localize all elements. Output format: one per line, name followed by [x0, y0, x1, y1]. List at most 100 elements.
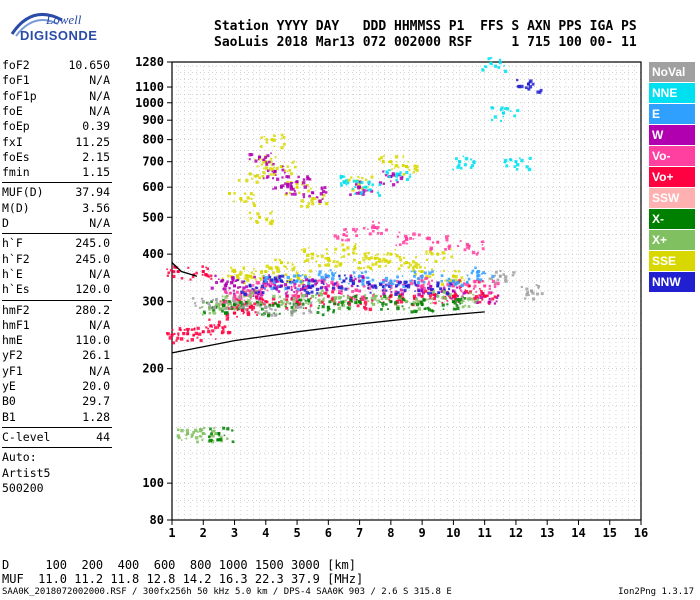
- echo-pixel-e: [431, 270, 434, 273]
- echo-pixel-vominus: [363, 297, 367, 301]
- echo-pixel-nne: [472, 160, 476, 164]
- echo-pixel-noval: [499, 269, 502, 273]
- echo-pixel-w: [266, 283, 269, 286]
- data-point-xminus: [389, 300, 393, 304]
- echo-pixel-w: [280, 184, 282, 187]
- echo-pixel-w: [325, 275, 328, 279]
- echo-pixel-vominus: [412, 238, 415, 240]
- echo-pixel-xminus: [328, 300, 332, 304]
- data-point-w: [233, 284, 237, 288]
- param-row: h`Es 120.0: [2, 282, 110, 297]
- data-point-xminus: [326, 305, 330, 309]
- echo-pixel-voplus: [479, 287, 481, 290]
- data-point-nnw: [405, 284, 408, 288]
- echo-pixel-xplus: [414, 301, 417, 305]
- echo-pixel-sse: [406, 166, 410, 169]
- echo-pixel-sse: [275, 277, 280, 281]
- echo-pixel-sse: [253, 194, 255, 196]
- echo-pixel-vominus: [444, 247, 447, 251]
- echo-pixel-sse: [272, 172, 277, 177]
- echo-pixel-xplus: [190, 435, 193, 438]
- echo-pixel-voplus: [166, 274, 169, 277]
- echo-pixel-nnw: [315, 287, 320, 292]
- echo-pixel-w: [310, 191, 313, 194]
- param-name: h`F2: [2, 251, 30, 266]
- echo-pixel-voplus: [309, 304, 313, 307]
- echo-pixel-noval: [494, 270, 498, 274]
- echo-pixel-noval: [233, 306, 237, 309]
- echo-pixel-w: [219, 280, 222, 283]
- x-tick-label: 15: [603, 526, 617, 540]
- echo-pixel-xplus: [217, 302, 221, 306]
- echo-pixel-xminus: [359, 302, 361, 305]
- echo-pixel-sse: [236, 274, 240, 279]
- echo-pixel-voplus: [220, 331, 224, 335]
- echo-pixel-nne: [405, 170, 409, 175]
- echo-pixel-sse: [296, 187, 299, 189]
- echo-pixel-voplus: [324, 291, 328, 295]
- echo-pixel-sse: [416, 267, 418, 269]
- echo-pixel-w: [270, 152, 272, 155]
- echo-pixel-e: [448, 285, 451, 288]
- echo-pixel-nnw: [274, 277, 278, 281]
- echo-pixel-vominus: [249, 291, 252, 294]
- echo-pixel-voplus: [166, 332, 169, 335]
- echo-pixel-vominus: [221, 302, 225, 305]
- echo-pixel-nnw: [251, 287, 254, 290]
- echo-pixel-xminus: [396, 306, 400, 311]
- echo-pixel-sse: [270, 219, 275, 223]
- echo-pixel-xminus: [427, 308, 431, 312]
- echo-pixel-xplus: [342, 294, 345, 298]
- echo-pixel-w: [488, 297, 491, 301]
- echo-pixel-xminus: [381, 302, 385, 306]
- echo-pixel-xminus: [410, 310, 414, 314]
- echo-pixel-w: [477, 296, 480, 300]
- echo-pixel-w: [370, 189, 374, 193]
- echo-pixel-sse: [318, 202, 322, 205]
- echo-pixel-xplus: [210, 429, 214, 433]
- echo-pixel-xminus: [237, 307, 241, 311]
- echo-pixel-xplus: [314, 296, 317, 299]
- echo-pixel-sse: [364, 254, 368, 259]
- echo-pixel-sse: [301, 183, 304, 186]
- echo-pixel-sse: [358, 182, 361, 186]
- echo-pixel-w: [293, 192, 297, 196]
- echo-pixel-nnw: [369, 291, 372, 294]
- echo-pixel-voplus: [198, 332, 202, 336]
- echo-pixel-sse: [442, 258, 444, 260]
- echo-pixel-nne: [368, 183, 371, 186]
- echo-pixel-e: [292, 274, 297, 278]
- echo-pixel-nne: [499, 58, 502, 61]
- echo-pixel-voplus: [237, 299, 241, 303]
- echo-pixel-sse: [419, 270, 422, 273]
- echo-pixel-e: [286, 275, 290, 280]
- echo-pixel-noval: [299, 305, 303, 309]
- echo-pixel-voplus: [230, 306, 234, 310]
- echo-pixel-sse: [290, 278, 293, 281]
- echo-pixel-noval: [225, 301, 229, 305]
- echo-pixel-xplus: [221, 295, 224, 298]
- echo-pixel-vominus: [293, 284, 296, 288]
- echo-pixel-w: [358, 191, 362, 195]
- echo-pixel-sse: [395, 160, 398, 163]
- echo-pixel-sse: [418, 265, 422, 269]
- echo-pixel-nnw: [243, 280, 246, 283]
- echo-pixel-w: [293, 291, 296, 293]
- echo-pixel-vominus: [472, 287, 476, 290]
- echo-pixel-noval: [207, 302, 211, 305]
- echo-pixel-w: [323, 186, 327, 190]
- echo-pixel-xplus: [224, 295, 228, 299]
- echo-pixel-voplus: [320, 301, 323, 304]
- echo-pixel-voplus: [338, 301, 340, 304]
- echo-pixel-voplus: [477, 280, 481, 284]
- echo-pixel-e: [361, 282, 365, 286]
- legend-item-e: E: [649, 104, 695, 124]
- echo-pixel-voplus: [271, 297, 276, 301]
- echo-pixel-sse: [248, 211, 252, 214]
- echo-pixel-nnw: [448, 288, 451, 291]
- echo-pixel-voplus: [179, 337, 184, 341]
- echo-pixel-voplus: [454, 296, 457, 299]
- echo-pixel-nnw: [237, 279, 239, 281]
- echo-pixel-nnw: [445, 291, 450, 296]
- data-point-nnw: [311, 284, 315, 288]
